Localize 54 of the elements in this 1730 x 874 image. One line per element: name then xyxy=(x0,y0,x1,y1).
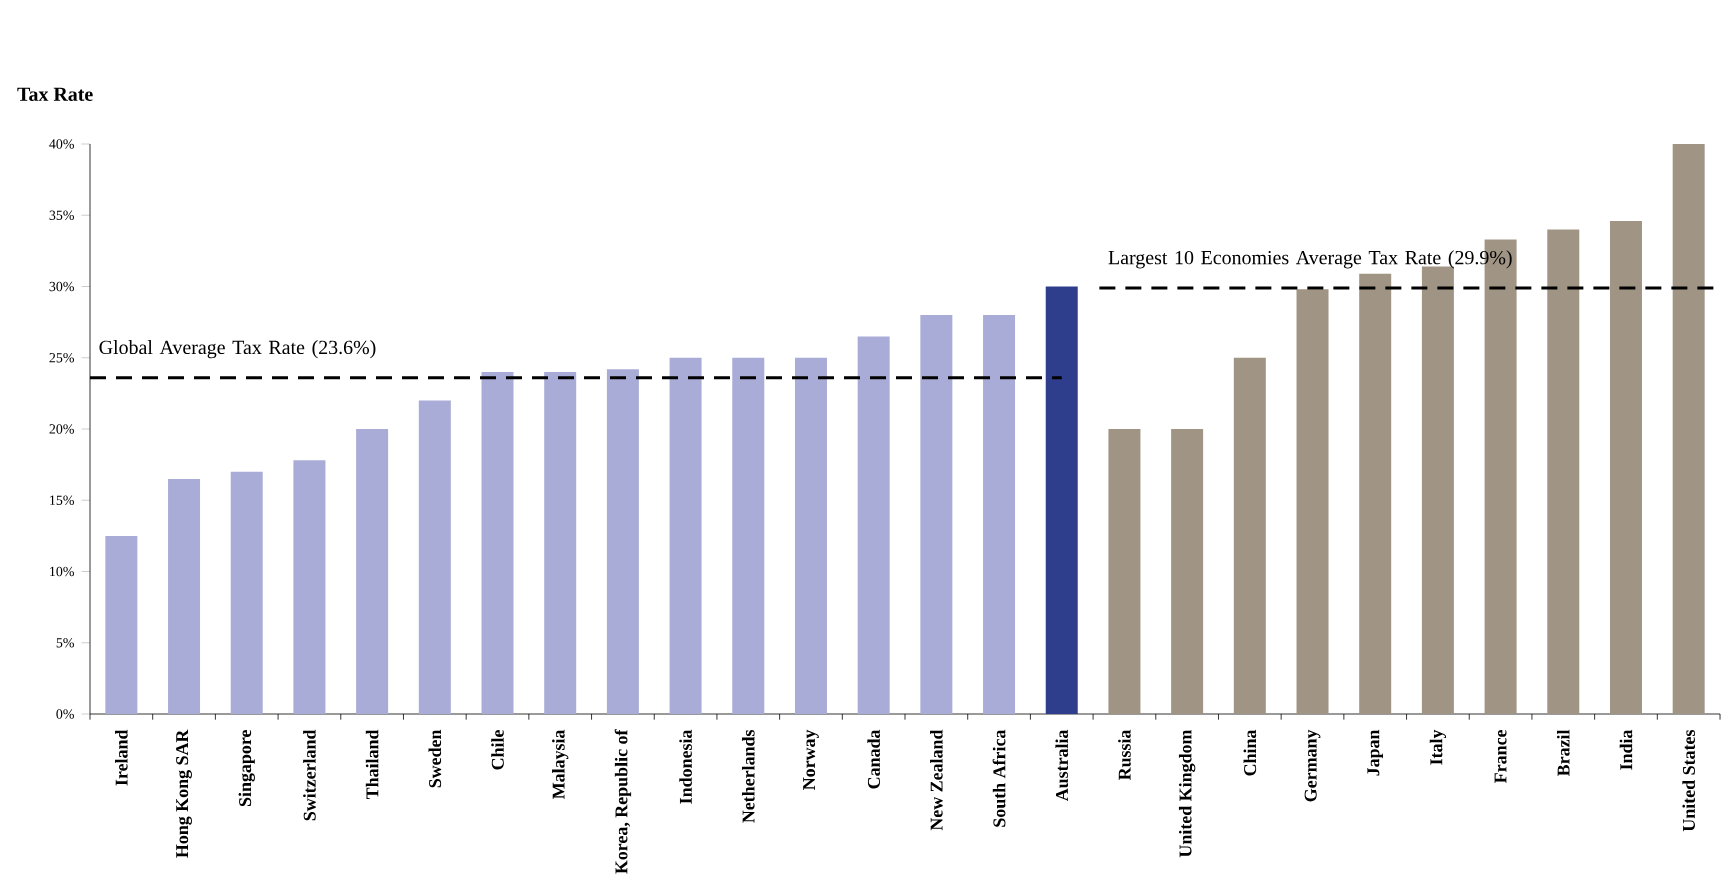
x-tick-label: Sweden xyxy=(428,729,442,788)
bar xyxy=(1672,144,1705,714)
x-tick-label: Thailand xyxy=(365,729,379,800)
bar xyxy=(1547,229,1580,714)
bar xyxy=(356,429,389,714)
x-tick-label: Germany xyxy=(1304,729,1321,802)
x-tick-label: Italy xyxy=(1429,729,1447,765)
x-tick-label: Malaysia xyxy=(552,729,569,799)
ref-line-label: Largest 10 Economies Average Tax Rate (29.9%) xyxy=(1108,250,1512,269)
bar xyxy=(669,357,702,714)
bar xyxy=(1171,429,1204,714)
bar xyxy=(105,535,138,714)
x-tick-label: Hong Kong SAR xyxy=(176,729,192,858)
bar xyxy=(230,471,263,714)
bar xyxy=(1045,286,1078,714)
x-tick-label: South Africa xyxy=(992,729,1006,827)
bar xyxy=(544,372,577,714)
x-tick-label: Japan xyxy=(1367,729,1383,776)
y-axis-title: Tax Rate xyxy=(17,87,93,101)
bar xyxy=(920,315,953,714)
bar xyxy=(983,315,1016,714)
x-tick-label: Indonesia xyxy=(679,729,692,804)
x-tick-label: United States xyxy=(1682,730,1695,832)
bar xyxy=(794,357,827,714)
x-tick-label: Russia xyxy=(1118,729,1131,781)
bar xyxy=(418,400,451,714)
bar xyxy=(1296,289,1329,714)
bar xyxy=(168,478,201,714)
bar xyxy=(1108,429,1141,714)
x-tick-label: France xyxy=(1494,730,1507,783)
x-tick-label: Korea, Republic of xyxy=(614,729,632,874)
x-tick-label: New Zealand xyxy=(930,729,943,831)
x-tick-label: India xyxy=(1619,729,1633,770)
x-tick-label: Ireland xyxy=(115,729,128,786)
bar xyxy=(293,460,326,714)
bar xyxy=(857,336,890,714)
x-tick-label: Switzerland xyxy=(303,729,316,821)
bar xyxy=(732,357,765,714)
bar xyxy=(1359,273,1392,714)
x-tick-label: Brazil xyxy=(1556,729,1570,777)
bar xyxy=(1233,357,1266,714)
bar xyxy=(481,372,514,714)
x-tick-label: Chile xyxy=(491,730,504,770)
x-tick-label: China xyxy=(1243,729,1257,776)
ref-line-label: Global Average Tax Rate (23.6%) xyxy=(99,340,376,359)
bar xyxy=(606,369,639,714)
bar xyxy=(1609,220,1642,714)
bar xyxy=(1421,266,1454,714)
x-tick-label: Netherlands xyxy=(741,729,755,823)
x-tick-label: Norway xyxy=(803,729,819,790)
x-tick-label: United Kingdom xyxy=(1178,729,1196,858)
x-tick-label: Canada xyxy=(867,729,880,789)
x-tick-label: Australia xyxy=(1055,729,1069,802)
x-tick-label: Singapore xyxy=(238,730,255,806)
